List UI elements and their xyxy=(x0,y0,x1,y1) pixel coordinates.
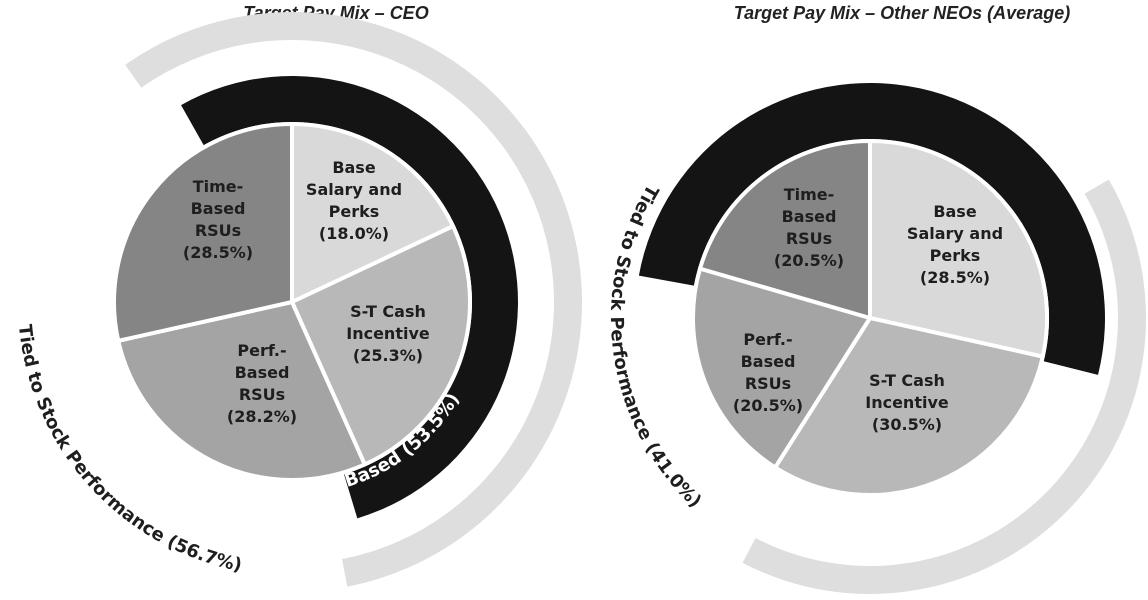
pie-slice xyxy=(698,139,872,320)
pie-slice xyxy=(290,224,472,467)
ring-band-performance-based xyxy=(638,82,1105,375)
neo-pay-mix-chart: Performance-Based (51.0%)Tied to Stock P… xyxy=(606,82,1146,594)
pie-slice xyxy=(112,122,294,343)
slice-label: S-T Cash Incentive (30.5%) xyxy=(865,371,949,434)
slice-label: S-T Cash Incentive (25.3%) xyxy=(346,302,430,365)
slice-label: Base Salary and Perks (28.5%) xyxy=(907,202,1003,287)
pie-slice xyxy=(290,122,456,304)
slice-label: Base Salary and Perks (18.0%) xyxy=(306,158,402,243)
ring-band-performance-based xyxy=(181,75,519,519)
slice-label: Time-Based RSUs (28.5%) xyxy=(183,177,253,262)
neo-chart-title: Target Pay Mix – Other NEOs (Average) xyxy=(734,3,1070,23)
pie-slice xyxy=(116,300,367,482)
slice-label: Time-Based RSUs (20.5%) xyxy=(774,185,844,270)
ring-band-tied-to-stock xyxy=(125,11,583,587)
pie-slice xyxy=(868,139,1049,359)
ring-band-tied-to-stock xyxy=(742,179,1146,594)
ceo-pay-mix-chart: Performance-Based (53.5%)Tied to Stock P… xyxy=(14,11,583,587)
slice-label: Perf.-Based RSUs (28.2%) xyxy=(227,341,297,426)
slice-label: Perf.-Based RSUs (20.5%) xyxy=(733,330,803,415)
pie-slice xyxy=(691,266,872,470)
